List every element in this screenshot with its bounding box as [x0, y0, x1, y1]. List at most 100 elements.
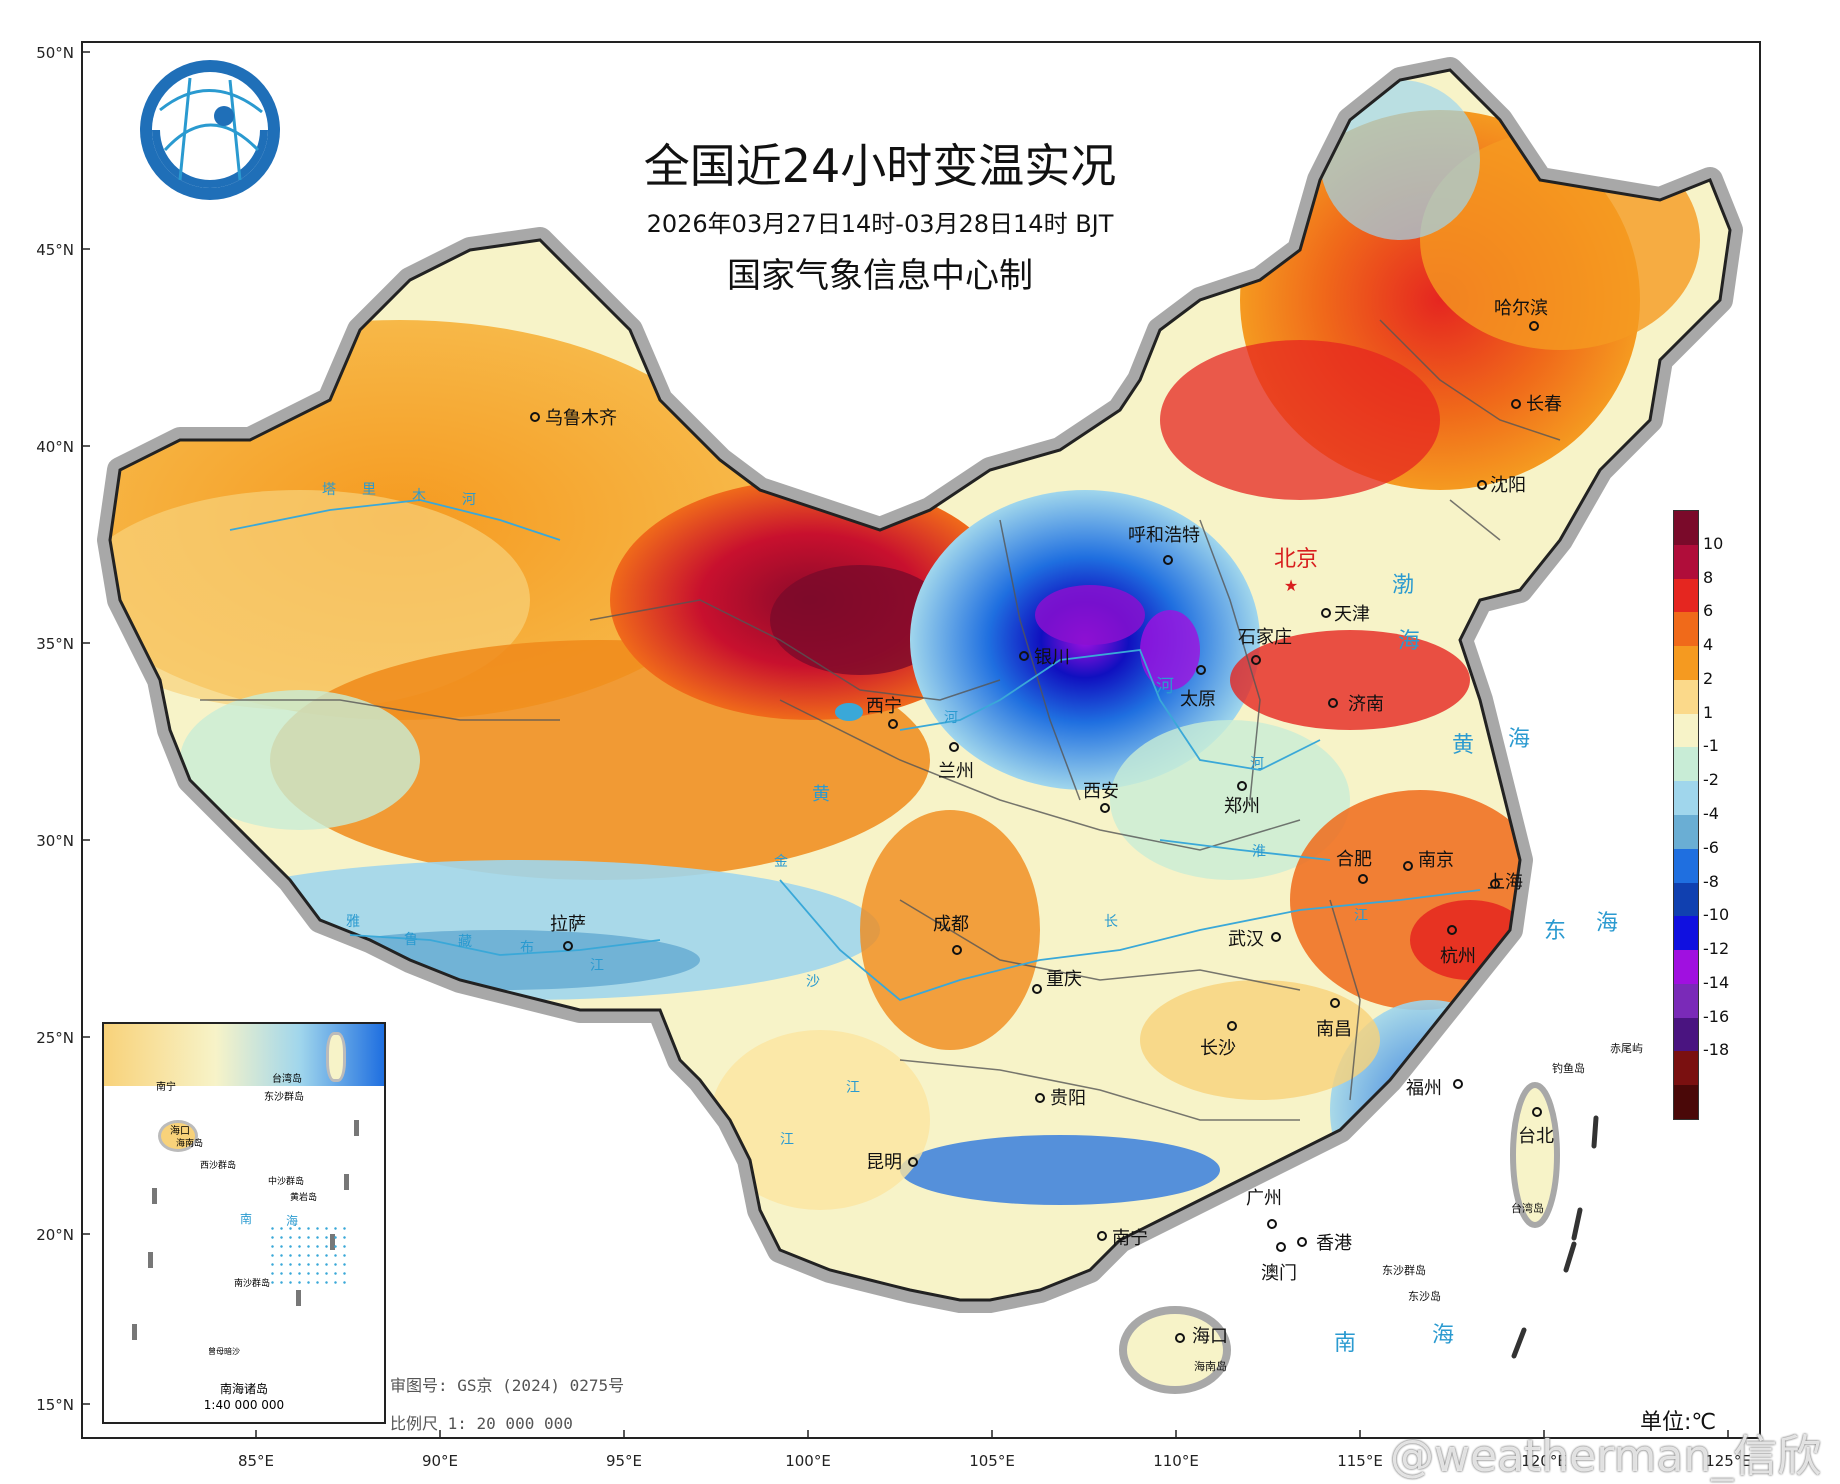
city-guiyang: 贵阳 — [1035, 1088, 1086, 1109]
svg-text:鲁: 鲁 — [404, 932, 418, 948]
legend-swatch — [1674, 544, 1698, 580]
svg-text:120°E: 120°E — [1521, 1452, 1567, 1470]
svg-text:天津: 天津 — [1334, 604, 1370, 625]
province-borders — [200, 319, 1561, 1121]
svg-text:西安: 西安 — [1083, 781, 1119, 802]
unit-label: 单位:℃ — [1640, 1410, 1717, 1435]
svg-text:乌鲁木齐: 乌鲁木齐 — [545, 408, 617, 429]
inset-hainan — [158, 1120, 198, 1152]
city-tianjin: 天津 — [1321, 604, 1370, 625]
svg-text:沙: 沙 — [806, 974, 820, 990]
city-kunming: 昆明 — [866, 1152, 918, 1173]
city-xianggang: 香港 — [1297, 1233, 1352, 1254]
svg-text:海口: 海口 — [1192, 1326, 1228, 1347]
svg-text:沈阳: 沈阳 — [1490, 475, 1526, 496]
sea-labels: 渤 海 黄 海 东 海 南 海 — [1334, 573, 1618, 1356]
city-hangzhou: 杭州 — [1440, 925, 1476, 967]
inset-label-nanning: 南宁 — [156, 1082, 176, 1093]
svg-text:25°N: 25°N — [36, 1029, 74, 1047]
svg-text:呼和浩特: 呼和浩特 — [1128, 525, 1200, 546]
inset-dash-7 — [296, 1290, 301, 1306]
svg-text:南宁: 南宁 — [1112, 1228, 1148, 1249]
svg-text:30°N: 30°N — [36, 832, 74, 850]
legend-tick-label: 6 — [1703, 601, 1714, 621]
svg-text:40°N: 40°N — [36, 438, 74, 456]
inset-label-nan: 南 — [240, 1212, 253, 1226]
svg-text:塔: 塔 — [322, 482, 336, 498]
inset-label-zengmu: 曾母暗沙 — [208, 1347, 240, 1356]
legend-tick-label: -12 — [1703, 939, 1730, 959]
city-yinchuan: 银川 — [1019, 647, 1070, 668]
svg-text:兰州: 兰州 — [938, 761, 974, 782]
axis-ticks — [82, 51, 1729, 1438]
svg-text:东: 东 — [1544, 919, 1566, 944]
svg-text:江: 江 — [590, 958, 604, 974]
inset-label-taiwan: 台湾岛 — [272, 1074, 302, 1085]
svg-text:海南岛: 海南岛 — [1194, 1359, 1227, 1373]
legend-tick-label: -1 — [1703, 736, 1719, 756]
watermark: @weatherman_信欣 — [1390, 1431, 1822, 1482]
svg-text:东沙岛: 东沙岛 — [1408, 1289, 1441, 1303]
svg-text:85°E: 85°E — [238, 1452, 274, 1470]
qinghai-lake — [835, 703, 863, 721]
legend-tick-label: 4 — [1703, 635, 1714, 655]
svg-text:海: 海 — [1596, 911, 1618, 936]
svg-text:110°E: 110°E — [1153, 1452, 1199, 1470]
city-nanjing: 南京 — [1403, 850, 1454, 871]
svg-text:35°N: 35°N — [36, 635, 74, 653]
south-china-sea-inset: 南宁 台湾岛 东沙群岛 海口 海南岛 西沙群岛 中沙群岛 黄岩岛 南 海 南沙群… — [102, 1022, 386, 1424]
inset-label-hainan: 海南岛 — [176, 1139, 204, 1149]
cma-logo — [140, 60, 280, 200]
svg-text:河: 河 — [944, 710, 958, 726]
svg-text:南京: 南京 — [1418, 850, 1454, 871]
svg-text:杭州: 杭州 — [1440, 946, 1476, 967]
map-producer: 国家气象信息中心制 — [727, 256, 1033, 296]
city-fuzhou: 福州 — [1406, 1078, 1463, 1099]
svg-text:黄: 黄 — [1452, 733, 1474, 758]
city-huhehaote: 呼和浩特 — [1128, 525, 1200, 565]
inset-label-huangyan: 黄岩岛 — [290, 1193, 318, 1203]
svg-text:长春: 长春 — [1526, 394, 1562, 415]
svg-text:河: 河 — [462, 492, 476, 508]
svg-text:河: 河 — [1156, 676, 1174, 697]
city-wuhan: 武汉 — [1228, 929, 1281, 950]
svg-text:105°E: 105°E — [969, 1452, 1015, 1470]
svg-text:淮: 淮 — [1252, 844, 1266, 860]
inset-scale: 1:40 000 000 — [203, 1398, 285, 1412]
legend-swatch — [1674, 646, 1698, 681]
svg-text:银川: 银川 — [1034, 647, 1070, 668]
scale-label: 比例尺 1: 20 000 000 — [390, 1414, 573, 1433]
svg-text:115°E: 115°E — [1337, 1452, 1383, 1470]
city-changchun: 长春 — [1511, 394, 1562, 415]
inset-dash-3 — [132, 1324, 137, 1340]
legend-tick-label: -10 — [1703, 905, 1730, 925]
svg-text:赤尾屿: 赤尾屿 — [1610, 1042, 1643, 1055]
city-guangzhou: 广州 — [1246, 1188, 1282, 1229]
city-lanzhou: 兰州 — [938, 742, 974, 782]
legend-swatch — [1674, 882, 1698, 917]
svg-text:台湾岛: 台湾岛 — [1511, 1201, 1544, 1215]
legend-color-bar — [1673, 510, 1699, 1120]
svg-text:拉萨: 拉萨 — [550, 914, 586, 935]
inset-taiwan — [326, 1032, 346, 1082]
city-wulumuqi: 乌鲁木齐 — [530, 408, 617, 429]
svg-text:藏: 藏 — [458, 934, 472, 950]
svg-text:长沙: 长沙 — [1200, 1038, 1236, 1059]
inset-dash-6 — [354, 1120, 359, 1136]
svg-text:广州: 广州 — [1246, 1188, 1282, 1209]
legend-swatch — [1674, 578, 1698, 613]
legend-swatch — [1674, 1051, 1698, 1086]
inset-label-haikou: 海口 — [170, 1126, 190, 1137]
svg-text:石家庄: 石家庄 — [1238, 627, 1292, 648]
legend-tick-label: -16 — [1703, 1006, 1730, 1026]
svg-text:上海: 上海 — [1487, 872, 1523, 893]
svg-text:郑州: 郑州 — [1224, 796, 1260, 817]
svg-text:95°E: 95°E — [606, 1452, 642, 1470]
svg-text:江: 江 — [780, 1132, 794, 1148]
city-shijiazhuang: 石家庄 — [1238, 627, 1292, 665]
taiwan-island — [1510, 1082, 1560, 1228]
city-jinan: 济南 — [1328, 694, 1384, 715]
svg-text:海: 海 — [1432, 1323, 1454, 1348]
svg-text:澳门: 澳门 — [1261, 1263, 1297, 1284]
city-lasa: 拉萨 — [550, 914, 586, 951]
